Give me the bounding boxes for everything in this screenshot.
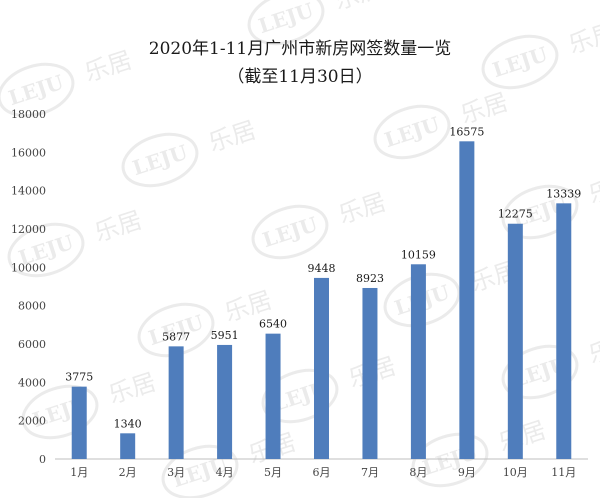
watermark-logo-text: LEJU [382,112,443,152]
x-tick-label: 2月 [119,466,137,479]
bar [507,223,523,459]
bar-value-label: 1340 [114,417,142,430]
watermark-brand-text: 乐居 [81,46,135,87]
y-tick-label: 14000 [11,185,46,198]
y-tick-label: 2000 [18,415,46,428]
watermark-brand-text: 乐居 [457,88,511,129]
bar-value-label: 13339 [546,187,581,200]
bar [120,433,136,459]
bar-value-label: 8923 [356,272,384,285]
watermark-brand-text: 乐居 [91,206,145,247]
x-tick-label: 5月 [264,466,282,479]
watermark-logo: LEJU 乐居 [247,0,385,46]
chart-subtitle: （截至11月30日） [227,67,373,87]
watermark-brand-text: 乐居 [331,0,385,15]
y-tick-label: 16000 [11,146,46,159]
bar [459,141,475,459]
bar [556,203,572,459]
bar-value-label: 12275 [498,208,533,221]
x-tick-label: 6月 [313,466,331,479]
watermark-logo-text: LEJU [260,212,321,252]
y-tick-label: 0 [39,453,46,466]
bar-value-label: 5951 [211,329,239,342]
y-tick-label: 10000 [11,261,46,274]
x-tick-label: 1月 [70,466,88,479]
bar [410,264,426,459]
watermark-brand-text: 乐居 [585,168,600,209]
watermark-logo: LEJU 乐居 [373,88,511,160]
x-tick-label: 4月 [216,466,234,479]
bar [217,344,233,459]
watermark-logo-text: LEJU [490,42,551,82]
watermark-logo: LEJU 乐居 [121,116,259,188]
x-tick-label: 10月 [503,466,528,479]
x-tick-label: 11月 [551,466,576,479]
bar-value-label: 3775 [65,371,93,384]
x-tick-label: 9月 [458,466,476,479]
x-tick-label: 3月 [167,466,185,479]
bar [71,386,87,459]
bar-value-label: 5877 [162,330,190,343]
bar [168,346,184,459]
bar [314,277,329,459]
watermark-logo: LEJU 乐居 [251,188,389,260]
watermark-logo-text: LEJU [256,0,317,38]
axes: 0 2000 4000 6000 8000 10000 12000 14000 16000 180… [11,108,588,479]
bar [362,287,378,459]
data-labels: 3775 1340 5877 5951 6540 9448 8923 10159 16575 12… [65,125,581,430]
watermark-brand-text: 乐居 [565,18,600,59]
x-tick-label: 8月 [409,466,427,479]
bars [71,141,572,459]
bar-value-label: 10159 [401,248,436,261]
bar-value-label: 6540 [259,318,287,331]
watermark-brand-text: 乐居 [335,188,389,229]
watermark-brand-text: 乐居 [105,368,159,409]
watermark-brand-text: 乐居 [205,116,259,157]
y-tick-label: 12000 [11,223,46,236]
y-tick-label: 6000 [18,338,46,351]
watermark-logo-text: LEJU [6,70,67,110]
y-tick-label: 4000 [18,376,46,389]
watermark-logo-text: LEJU [130,140,191,180]
bar-value-label: 16575 [449,125,484,138]
watermark-logo: LEJU 乐居 [481,18,600,90]
y-tick-label: 18000 [11,108,46,121]
x-tick-label: 7月 [361,466,379,479]
bar [265,333,281,459]
bar-value-label: 9448 [308,262,336,275]
watermark-brand-text: 乐居 [585,328,600,369]
y-tick-label: 8000 [18,300,46,313]
chart-title: 2020年1-11月广州市新房网签数量一览 [148,39,452,59]
